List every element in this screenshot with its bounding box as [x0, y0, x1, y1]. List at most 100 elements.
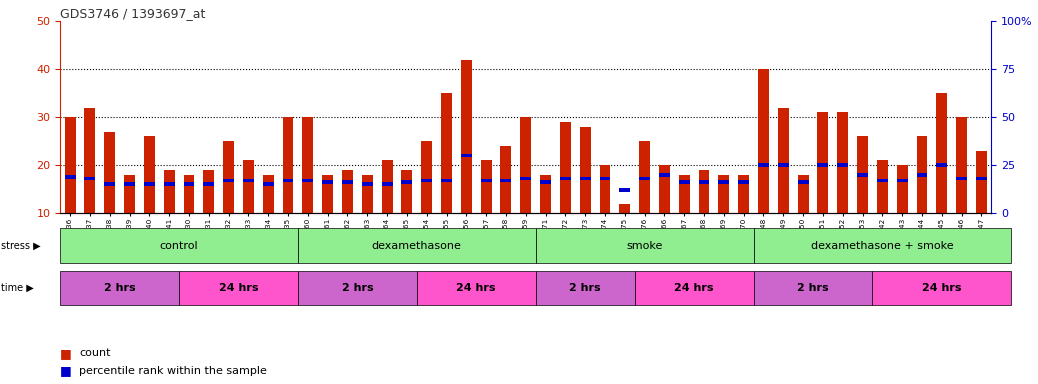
Bar [298, 228, 536, 263]
Bar [639, 177, 650, 180]
Bar [758, 69, 769, 213]
Text: GDS3746 / 1393697_at: GDS3746 / 1393697_at [60, 7, 206, 20]
Bar [322, 180, 333, 184]
Bar [481, 161, 492, 213]
Text: 24 hrs: 24 hrs [922, 283, 961, 293]
Bar [956, 117, 967, 213]
Bar [362, 182, 373, 186]
Bar [818, 112, 828, 213]
Bar [180, 271, 298, 305]
Bar [936, 163, 948, 167]
Bar [481, 179, 492, 182]
Text: 2 hrs: 2 hrs [342, 283, 374, 293]
Bar [144, 136, 155, 213]
Text: smoke: smoke [626, 241, 663, 251]
Bar [718, 180, 730, 184]
Bar [857, 136, 868, 213]
Bar [125, 175, 135, 213]
Bar [243, 179, 254, 182]
Bar [362, 175, 373, 213]
Bar [872, 271, 1011, 305]
Bar [797, 175, 809, 213]
Bar [302, 117, 313, 213]
Bar [144, 182, 155, 186]
Bar [164, 182, 174, 186]
Bar [659, 173, 670, 177]
Bar [64, 117, 76, 213]
Bar [125, 182, 135, 186]
Bar [738, 180, 749, 184]
Bar [441, 93, 452, 213]
Bar [203, 170, 214, 213]
Text: 2 hrs: 2 hrs [104, 283, 135, 293]
Bar [600, 177, 610, 180]
Bar [956, 177, 967, 180]
Bar [679, 180, 689, 184]
Text: control: control [160, 241, 198, 251]
Text: time ▶: time ▶ [1, 283, 34, 293]
Text: 24 hrs: 24 hrs [675, 283, 714, 293]
Bar [620, 204, 630, 213]
Text: 24 hrs: 24 hrs [219, 283, 258, 293]
Bar [659, 165, 670, 213]
Bar [223, 179, 234, 182]
Bar [639, 141, 650, 213]
Bar [699, 180, 710, 184]
Bar [60, 271, 180, 305]
Bar [184, 175, 194, 213]
Bar [104, 182, 115, 186]
Bar [818, 163, 828, 167]
Bar [600, 165, 610, 213]
Text: dexamethasone: dexamethasone [372, 241, 462, 251]
Text: 2 hrs: 2 hrs [570, 283, 601, 293]
Bar [897, 165, 907, 213]
Bar [64, 175, 76, 179]
Text: ■: ■ [60, 364, 72, 377]
Bar [580, 177, 591, 180]
Bar [223, 141, 234, 213]
Bar [559, 122, 571, 213]
Bar [536, 271, 634, 305]
Bar [877, 161, 887, 213]
Bar [282, 117, 294, 213]
Bar [322, 175, 333, 213]
Bar [282, 179, 294, 182]
Text: count: count [79, 348, 110, 358]
Text: ■: ■ [60, 347, 72, 360]
Bar [203, 182, 214, 186]
Bar [897, 179, 907, 182]
Bar [936, 93, 948, 213]
Bar [838, 112, 848, 213]
Bar [298, 271, 417, 305]
Bar [60, 228, 298, 263]
Bar [263, 182, 274, 186]
Bar [777, 163, 789, 167]
Bar [104, 131, 115, 213]
Bar [738, 175, 749, 213]
Bar [559, 177, 571, 180]
Bar [164, 170, 174, 213]
Bar [84, 177, 95, 180]
Bar [540, 175, 551, 213]
Bar [580, 127, 591, 213]
Bar [620, 188, 630, 192]
Text: stress ▶: stress ▶ [1, 241, 40, 251]
Text: dexamethasone + smoke: dexamethasone + smoke [811, 241, 954, 251]
Bar [500, 146, 512, 213]
Bar [917, 136, 927, 213]
Bar [536, 228, 754, 263]
Bar [718, 175, 730, 213]
Bar [754, 228, 1011, 263]
Bar [302, 179, 313, 182]
Bar [342, 180, 353, 184]
Bar [754, 271, 872, 305]
Bar [263, 175, 274, 213]
Bar [857, 173, 868, 177]
Bar [417, 271, 536, 305]
Bar [382, 161, 392, 213]
Bar [520, 117, 531, 213]
Bar [500, 179, 512, 182]
Text: percentile rank within the sample: percentile rank within the sample [79, 366, 267, 376]
Bar [84, 108, 95, 213]
Bar [877, 179, 887, 182]
